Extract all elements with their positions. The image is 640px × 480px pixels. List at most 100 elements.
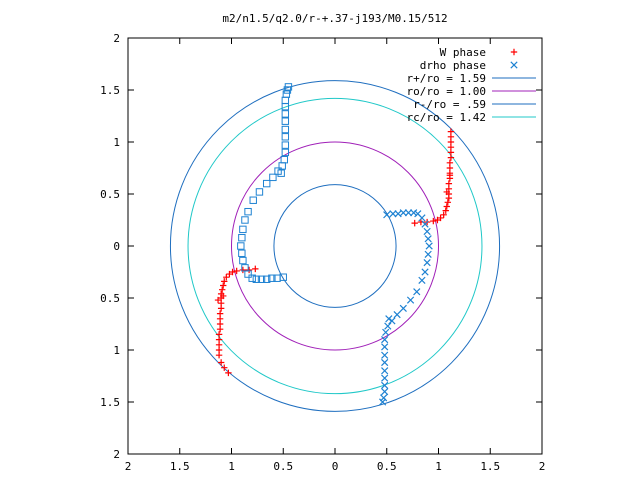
x-tick-label: 2 [125,460,132,473]
legend-label: ro/ro = 1.00 [407,85,486,98]
legend-label: r-/ro = .59 [413,98,486,111]
data-point [217,359,225,366]
legend-marker-sample [510,61,518,69]
reference-circle [187,97,483,395]
data-point [233,267,240,275]
data-point [277,169,285,177]
data-point [221,278,228,285]
legend-marker-sample [510,48,518,56]
data-point [381,335,389,344]
data-point [268,274,276,282]
y-tick-label: 1.5 [100,84,120,97]
reference-circle [273,184,397,308]
data-point [381,387,389,396]
data-point [282,90,291,98]
legend-label: W phase [440,46,486,59]
reference-circle [231,141,439,351]
x-tick-label: 0.5 [273,460,293,473]
data-point [245,266,253,274]
data-point [399,209,407,217]
data-point [424,235,432,243]
x-tick-label: 1.5 [170,460,190,473]
data-point [446,159,454,166]
data-point [418,214,426,222]
data-point [381,343,389,351]
data-point [226,270,233,278]
data-point [220,282,227,289]
data-point [437,214,444,222]
y-tick-label: 2 [113,448,120,461]
data-point [281,141,290,149]
data-point [281,133,290,141]
data-point [430,217,437,225]
data-point [238,249,246,257]
data-point [381,374,389,382]
data-point [388,317,396,325]
data-point [381,358,389,367]
data-point [255,188,264,196]
x-tick-label: 1 [435,460,442,473]
data-point [214,296,222,304]
data-point [411,219,418,227]
data-point [404,209,413,217]
data-point [425,242,433,250]
data-point [216,326,224,333]
data-point [238,233,246,242]
data-point [385,315,393,323]
data-point [284,83,293,91]
legend-label: rc/ro = 1.42 [407,111,486,124]
data-point [273,274,281,282]
data-point [280,155,288,164]
data-point [382,328,390,336]
chart-title: m2/n1.5/q2.0/r-+.37-j193/M0.15/512 [222,12,447,25]
data-point [413,288,421,296]
data-point [252,275,261,283]
data-point [241,264,249,272]
data-point [239,256,247,265]
data-point [217,305,225,312]
data-point [421,220,429,228]
data-point [239,225,247,234]
data-point [241,216,249,224]
data-point [410,209,418,217]
data-point [381,367,389,375]
data-point [446,172,454,179]
legend-label: r+/ro = 1.59 [407,72,486,85]
data-point [389,210,397,218]
data-point [225,369,232,377]
data-point [445,180,453,187]
data-point [381,351,389,359]
data-point [384,322,392,330]
data-point [237,242,245,250]
data-point [443,203,450,210]
data-point [443,188,450,196]
data-point [262,275,271,283]
data-point [424,250,432,258]
data-point [252,265,259,273]
data-point [423,227,431,236]
data-point [281,125,290,134]
data-point [221,364,228,371]
data-point [257,275,266,283]
data-points [214,83,455,406]
data-point [281,117,290,125]
data-point [406,296,415,304]
reference-circle [169,80,501,412]
data-point [380,394,388,402]
data-point [269,173,277,182]
data-point [239,266,247,274]
data-point [244,207,252,216]
y-tick-label: 0.5 [100,188,120,201]
data-point [248,274,256,282]
y-tick-label: 1 [113,344,120,357]
x-tick-label: 2 [539,460,546,473]
y-tick-label: 1.5 [100,396,120,409]
data-point [223,274,230,281]
y-tick-label: 0.5 [100,292,120,305]
x-tick-label: 1.5 [480,460,500,473]
data-point [444,199,452,206]
data-point [383,211,391,219]
data-point [440,211,447,218]
legend-label: drho phase [420,59,486,72]
